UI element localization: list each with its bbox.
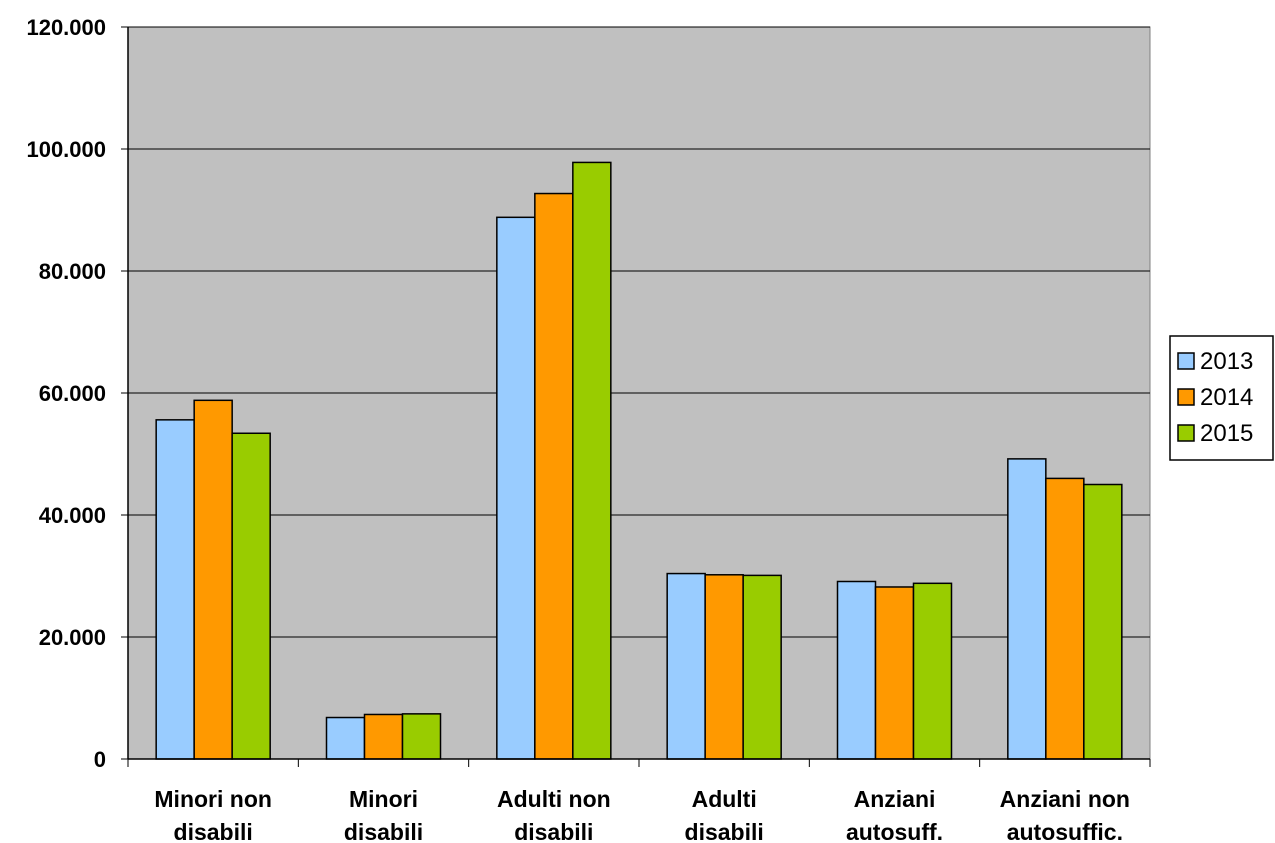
legend: 2013 2014 2015 bbox=[1169, 335, 1274, 461]
bar-2015-1 bbox=[401, 713, 442, 760]
y-tick-label: 40.000 bbox=[39, 503, 106, 528]
y-tick-label: 60.000 bbox=[39, 381, 106, 406]
legend-label: 2015 bbox=[1200, 420, 1253, 447]
axes bbox=[121, 26, 1151, 767]
y-tick-label: 0 bbox=[94, 747, 106, 772]
y-tick-label: 20.000 bbox=[39, 625, 106, 650]
bar-2015-4 bbox=[912, 582, 953, 760]
y-tick-label: 80.000 bbox=[39, 259, 106, 284]
x-category-label: autosuff. bbox=[846, 819, 943, 843]
bar-2014-2 bbox=[534, 192, 574, 760]
x-category-label: disabili bbox=[174, 819, 253, 843]
gridlines bbox=[128, 26, 1150, 638]
x-category-label: Anziani non bbox=[1000, 786, 1130, 812]
x-category-label: disabili bbox=[344, 819, 423, 843]
legend-label: 2013 bbox=[1200, 348, 1253, 375]
bar-2014-1 bbox=[363, 713, 404, 760]
bar-2014-5 bbox=[1045, 477, 1085, 760]
x-category-labels: Minori non disabili Minori disabili Adulti n… bbox=[154, 786, 1130, 843]
x-category-label: Adulti non bbox=[497, 786, 611, 812]
x-category-label: Minori bbox=[349, 786, 418, 812]
x-category-label: autosuffic. bbox=[1007, 819, 1123, 843]
bar-2013-0 bbox=[155, 419, 195, 760]
bar-2013-3 bbox=[666, 572, 706, 760]
y-tick-label: 120.000 bbox=[26, 15, 106, 40]
bar-2015-2 bbox=[572, 161, 612, 760]
bar-2014-4 bbox=[874, 586, 915, 760]
bars bbox=[155, 161, 1123, 760]
bar-2013-5 bbox=[1007, 458, 1047, 760]
legend-swatch-2015 bbox=[1177, 424, 1195, 442]
x-category-label: disabili bbox=[685, 819, 764, 843]
bar-2013-4 bbox=[836, 580, 877, 760]
y-tick-label: 100.000 bbox=[26, 137, 106, 162]
bar-2013-2 bbox=[496, 216, 536, 760]
bar-2015-3 bbox=[742, 574, 782, 760]
legend-swatch-2013 bbox=[1177, 352, 1195, 370]
legend-label: 2014 bbox=[1200, 384, 1253, 411]
y-tick-labels: 0 20.000 40.000 60.000 80.000 100.000 120.000 bbox=[26, 15, 106, 772]
x-category-label: Minori non bbox=[154, 786, 272, 812]
x-category-label: Anziani bbox=[854, 786, 936, 812]
bar-2015-5 bbox=[1083, 483, 1123, 760]
bar-2015-0 bbox=[231, 432, 271, 760]
x-category-label: Adulti bbox=[692, 786, 757, 812]
bar-2014-0 bbox=[193, 399, 233, 760]
bar-2014-3 bbox=[704, 574, 744, 760]
x-category-label: disabili bbox=[514, 819, 593, 843]
bar-2013-1 bbox=[325, 716, 366, 760]
legend-swatch-2014 bbox=[1177, 388, 1195, 406]
